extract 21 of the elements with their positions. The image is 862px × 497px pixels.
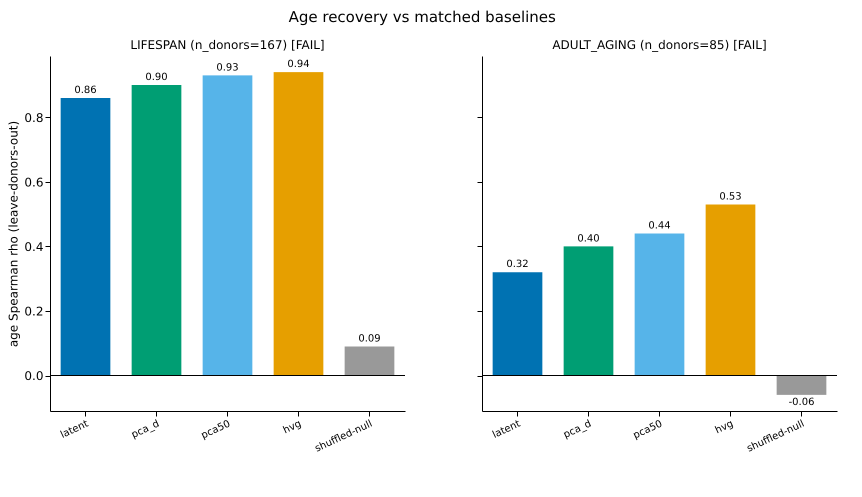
y-tick-label: 0.6 xyxy=(24,175,44,190)
chart-title: ADULT_AGING (n_donors=85) [FAIL] xyxy=(552,38,767,52)
data-label: 0.53 xyxy=(719,191,742,202)
y-tick-label: 0.0 xyxy=(24,369,44,383)
data-label: 0.44 xyxy=(648,220,671,232)
data-label: -0.06 xyxy=(788,396,814,408)
text: Age recovery vs matched baselines xyxy=(288,8,556,26)
chart-title: LIFESPAN (n_donors=167) [FAIL] xyxy=(130,38,325,52)
data-label: 0.09 xyxy=(358,333,381,344)
data-label: 0.94 xyxy=(287,59,310,70)
x-tick-label: hvg xyxy=(714,418,736,436)
y-tick-label: 0.2 xyxy=(24,304,44,318)
y-axis-title: age Spearman rho (leave-donors-out) xyxy=(6,120,20,348)
data-label: 0.86 xyxy=(74,84,97,96)
data-label: 0.93 xyxy=(216,62,239,74)
data-label: 0.90 xyxy=(145,72,168,84)
data-label: 0.32 xyxy=(506,259,529,270)
y-tick-label: 0.4 xyxy=(24,240,44,254)
y-tick-label: 0.8 xyxy=(24,110,44,125)
x-tick-label: hvg xyxy=(282,418,304,436)
data-label: 0.40 xyxy=(577,233,600,244)
